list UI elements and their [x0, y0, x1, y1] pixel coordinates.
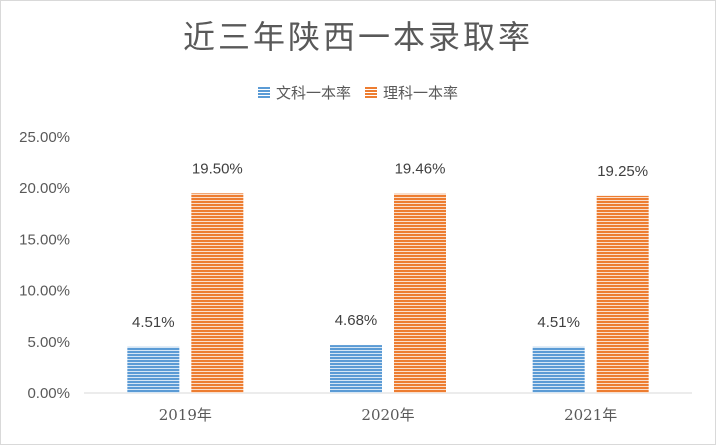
bar-series-0: [127, 346, 180, 393]
bar-series-0: [330, 345, 382, 393]
data-label: 4.51%: [537, 314, 580, 331]
legend-label-series-0: 文科一本率: [275, 84, 351, 102]
y-tick-label: 0.00%: [27, 385, 70, 402]
y-tick-label: 20.00%: [19, 180, 70, 197]
bar-series-1: [596, 195, 649, 393]
legend-item-series-0: 文科一本率: [257, 82, 351, 103]
y-tick-label: 15.00%: [19, 231, 70, 248]
y-tick-label: 25.00%: [19, 129, 70, 146]
legend-swatch-series-0: [257, 86, 270, 99]
bar-series-1: [191, 193, 244, 393]
x-category-label: 2021年: [564, 406, 617, 424]
legend-item-series-1: 理科一本率: [365, 82, 458, 103]
data-label: 19.50%: [192, 160, 243, 177]
x-category-label: 2020年: [361, 406, 414, 424]
x-category-label: 2019年: [159, 406, 212, 424]
legend-swatch-series-1: [365, 86, 377, 99]
chart-title: 近三年陕西一本录取率: [182, 18, 533, 56]
bar-series-0: [532, 346, 585, 393]
data-label: 4.51%: [132, 314, 175, 331]
data-label: 19.25%: [597, 163, 648, 180]
data-label: 4.68%: [335, 312, 378, 329]
legend-label-series-1: 理科一本率: [383, 84, 459, 102]
data-label: 19.46%: [395, 161, 446, 178]
bar-series-1: [394, 193, 446, 393]
y-tick-label: 5.00%: [27, 334, 70, 351]
legend: 文科一本率 理科一本率: [0, 82, 716, 103]
y-tick-label: 10.00%: [19, 283, 70, 300]
